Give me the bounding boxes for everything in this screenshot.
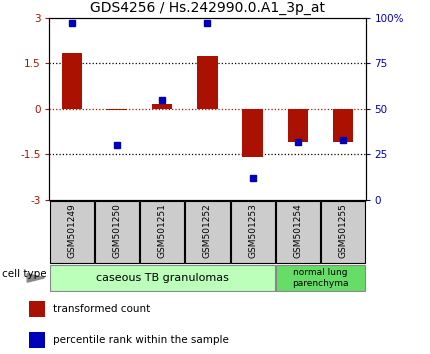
- Bar: [50, 265, 275, 291]
- Bar: [276, 265, 365, 291]
- Bar: [243, 109, 263, 158]
- Text: cell type: cell type: [3, 269, 47, 279]
- Bar: [95, 201, 139, 263]
- Bar: [321, 201, 365, 263]
- Text: GSM501253: GSM501253: [248, 203, 257, 258]
- Bar: [62, 53, 82, 109]
- Bar: [29, 301, 45, 317]
- Bar: [107, 109, 127, 110]
- Title: GDS4256 / Hs.242990.0.A1_3p_at: GDS4256 / Hs.242990.0.A1_3p_at: [90, 1, 325, 15]
- Text: GSM501249: GSM501249: [68, 203, 77, 258]
- Text: GSM501251: GSM501251: [158, 203, 167, 258]
- Polygon shape: [27, 274, 45, 282]
- Bar: [288, 109, 308, 142]
- Text: caseous TB granulomas: caseous TB granulomas: [96, 273, 229, 283]
- Text: transformed count: transformed count: [53, 304, 150, 314]
- Text: GSM501255: GSM501255: [338, 203, 347, 258]
- Bar: [185, 201, 230, 263]
- Bar: [50, 201, 94, 263]
- Bar: [197, 56, 218, 109]
- Text: normal lung
parenchyma: normal lung parenchyma: [292, 268, 349, 287]
- Text: GSM501254: GSM501254: [293, 203, 302, 258]
- Text: GSM501252: GSM501252: [203, 203, 212, 258]
- Bar: [152, 104, 172, 109]
- Bar: [230, 201, 275, 263]
- Text: percentile rank within the sample: percentile rank within the sample: [53, 335, 229, 346]
- Bar: [140, 201, 184, 263]
- Bar: [276, 201, 320, 263]
- Bar: [29, 332, 45, 348]
- Text: GSM501250: GSM501250: [113, 203, 122, 258]
- Bar: [333, 109, 353, 142]
